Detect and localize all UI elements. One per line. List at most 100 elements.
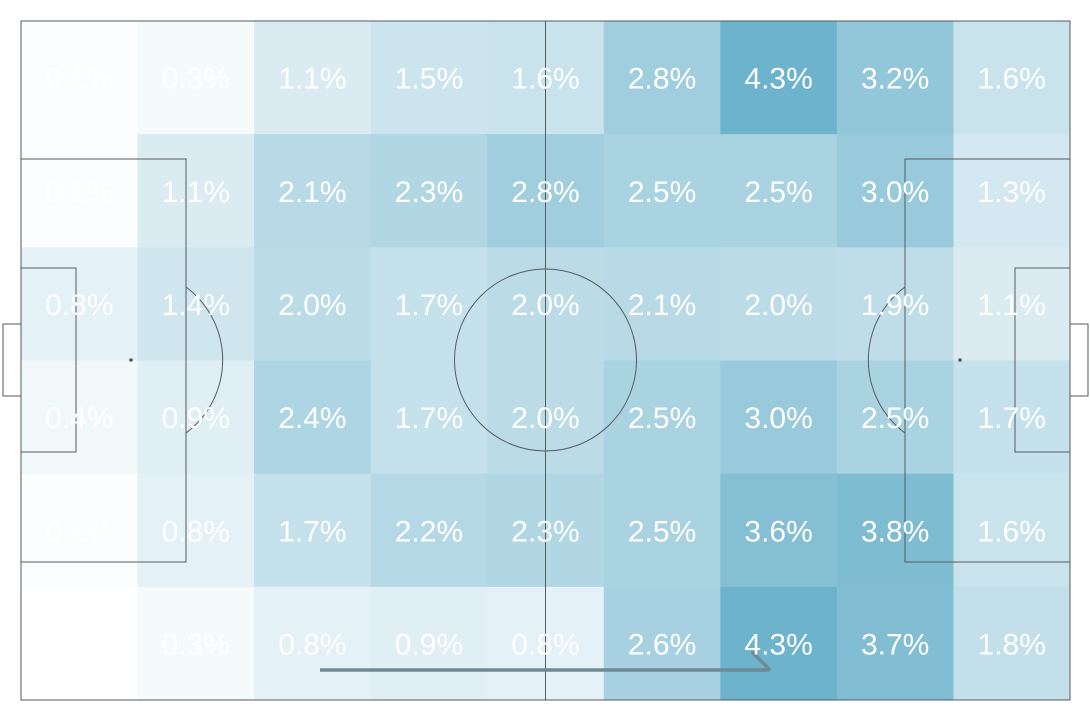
attack-direction-arrow (320, 650, 772, 672)
heatmap-cell-r1-c8 (953, 134, 1071, 248)
heatmap-labels: 0.1% 0.3% 1.1% 1.5% 1.6% 2.8% 4.3% 3.2% 1.6% 0.1%… (45, 63, 1046, 662)
heatmap-label-r4-c2: 1.7% (278, 515, 346, 548)
heatmap-label-r1-c5: 2.5% (628, 176, 696, 209)
heatmap-label-r0-c0: 0.1% (45, 63, 113, 96)
heatmap-label-r0-c2: 1.1% (278, 63, 346, 96)
heatmap-label-r0-c6: 4.3% (744, 63, 812, 96)
heatmap-label-r3-c2: 2.4% (278, 402, 346, 435)
heatmap-cell-r0-c2 (254, 21, 372, 135)
heatmap-label-r2-c5: 2.1% (628, 289, 696, 322)
heatmap-label-r1-c7: 3.0% (861, 176, 929, 209)
heatmap-label-r1-c3: 2.3% (395, 176, 463, 209)
heatmap-label-r0-c3: 1.5% (395, 63, 463, 96)
heatmap-label-r0-c5: 2.8% (628, 63, 696, 96)
heatmap-label-r1-c6: 2.5% (744, 176, 812, 209)
heatmap-label-r4-c3: 2.2% (395, 515, 463, 548)
heatmap-label-r3-c6: 3.0% (744, 402, 812, 435)
heatmap-label-r2-c7: 1.9% (861, 289, 929, 322)
right-penalty-arc (867, 286, 906, 434)
heatmap-label-r4-c5: 2.5% (628, 515, 696, 548)
left-penalty-spot (129, 358, 133, 362)
heatmap-cell-r1-c7 (836, 134, 954, 248)
right-penalty-spot (958, 358, 962, 362)
heatmap-label-r5-c1: 0.3% (162, 628, 230, 661)
heatmap-label-r4-c7: 3.8% (861, 515, 929, 548)
pitch-markings (2, 20, 1089, 701)
heatmap-label-r3-c3: 1.7% (395, 402, 463, 435)
heatmap-label-r1-c0: 0.1% (45, 176, 113, 209)
heatmap-cell-r2-c8 (953, 247, 1071, 361)
heatmap-label-r3-c5: 2.5% (628, 402, 696, 435)
heatmap-label-r2-c1: 1.4% (162, 289, 230, 322)
right-goal (1069, 323, 1089, 397)
heatmap-cell-r2-c6 (720, 247, 838, 361)
heatmap-cell-r4-c2 (254, 473, 372, 588)
heatmap-cell-r0-c8 (953, 21, 1071, 135)
heatmap-cell-r5-c7 (836, 586, 954, 701)
heatmap-cell-r5-c2 (254, 586, 372, 701)
heatmap-cell-r2-c5 (603, 247, 721, 361)
heatmap-cell-r4-c6 (720, 473, 838, 588)
heatmap-label-r2-c6: 2.0% (744, 289, 812, 322)
heatmap-label-r5-c6: 4.3% (744, 628, 812, 661)
heatmap-label-r5-c4: 0.8% (511, 628, 579, 661)
heatmap-cell-r3-c2 (254, 360, 372, 475)
left-goal (2, 323, 22, 397)
heatmap-cell-r2-c1 (137, 247, 255, 361)
heatmap-label-r5-c5: 2.6% (628, 628, 696, 661)
heatmap-cell-r5-c5 (603, 586, 721, 701)
centre-circle (454, 268, 637, 452)
heatmap-cell-r4-c1 (137, 473, 255, 588)
heatmap-label-r5-c2: 0.8% (278, 628, 346, 661)
heatmap-cell-r4-c7 (836, 473, 954, 588)
heatmap-cell-r3-c0 (21, 360, 139, 475)
heatmap-label-r5-c3: 0.9% (395, 628, 463, 661)
heatmap-label-r4-c6: 3.6% (744, 515, 812, 548)
heatmap-label-r1-c8: 1.3% (978, 176, 1046, 209)
heatmap-label-r2-c0: 0.8% (45, 289, 113, 322)
heatmap-cell-r1-c2 (254, 134, 372, 248)
heatmap-cell-r5-c3 (370, 586, 488, 701)
heatmap-label-r0-c4: 1.6% (511, 63, 579, 96)
heatmap-cell-r1-c0 (21, 134, 139, 248)
heatmap-cell-r2-c2 (254, 247, 372, 361)
heatmap-label-r5-c7: 3.7% (861, 628, 929, 661)
heatmap-cell-r2-c3 (370, 247, 488, 361)
heatmap-cell-r1-c6 (720, 134, 838, 248)
heatmap-label-r3-c7: 2.5% (861, 402, 929, 435)
heatmap-label-r1-c1: 1.1% (162, 176, 230, 209)
heatmap-cell-r5-c0 (21, 586, 139, 701)
heatmap-cell-r3-c5 (603, 360, 721, 475)
heatmap-label-r4-c1: 0.8% (162, 515, 230, 548)
heatmap-cell-r4-c8 (953, 473, 1071, 588)
heatmap-label-r3-c4: 2.0% (511, 402, 579, 435)
heatmap-cell-r4-c5 (603, 473, 721, 588)
heatmap-label-r2-c4: 2.0% (511, 289, 579, 322)
heatmap-cell-r1-c5 (603, 134, 721, 248)
heatmap-label-r4-c4: 2.3% (511, 515, 579, 548)
heatmap-cell-r4-c0 (21, 473, 139, 588)
heatmap-cell-r0-c5 (603, 21, 721, 135)
heatmap-cell-r0-c0 (21, 21, 139, 135)
heatmap-label-r5-c8: 1.8% (978, 628, 1046, 661)
heatmap-cell-r3-c3 (370, 360, 488, 475)
heatmap-cell-r2-c0 (21, 247, 139, 361)
heatmap-cell-r2-c7 (836, 247, 954, 361)
heatmap-label-r1-c4: 2.8% (511, 176, 579, 209)
heatmap-cell-r1-c1 (137, 134, 255, 248)
heatmap-cell-r5-c6 (720, 586, 838, 701)
heatmap-cell-r3-c7 (836, 360, 954, 475)
heatmap-cell-r0-c6 (720, 21, 838, 135)
heatmap-label-r4-c0: 0.1% (45, 515, 113, 548)
heatmap-label-r2-c8: 1.1% (978, 289, 1046, 322)
heatmap-cell-r5-c1 (137, 586, 255, 701)
heatmap-cell-r0-c1 (137, 21, 255, 135)
heatmap-label-r2-c2: 2.0% (278, 289, 346, 322)
heatmap-label-r3-c1: 0.9% (162, 402, 230, 435)
heatmap-label-r0-c7: 3.2% (861, 63, 929, 96)
heatmap-cell-r3-c6 (720, 360, 838, 475)
heatmap-label-r0-c8: 1.6% (978, 63, 1046, 96)
heatmap-cell-r4-c3 (370, 473, 488, 588)
heatmap-cell-r0-c3 (370, 21, 488, 135)
heatmap-label-r4-c8: 1.6% (978, 515, 1046, 548)
